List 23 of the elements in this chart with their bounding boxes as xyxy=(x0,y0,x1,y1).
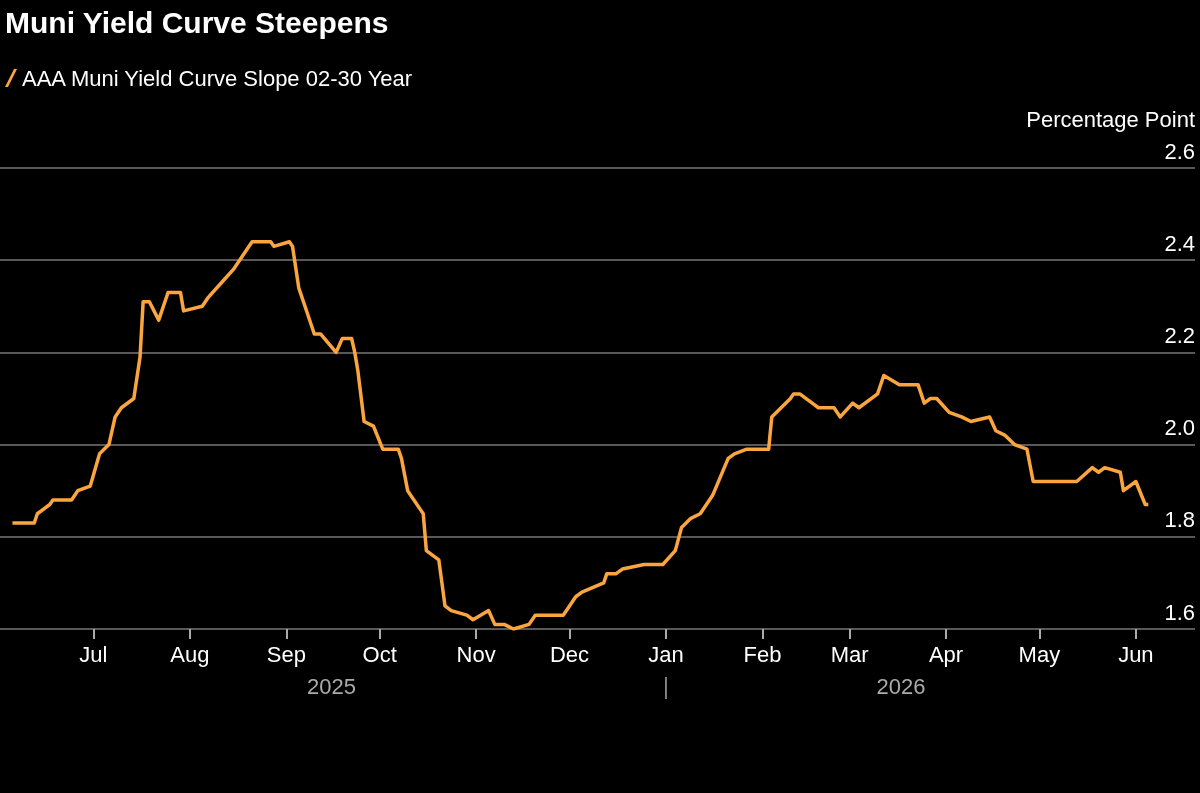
x-tick-label: Apr xyxy=(928,641,964,667)
y-tick-label: 1.6 xyxy=(1164,599,1195,625)
x-tick-label: Dec xyxy=(549,641,590,667)
y-tick-label: 2.2 xyxy=(1164,322,1195,348)
text: 2026 xyxy=(876,673,926,699)
x-tick-label: Jun xyxy=(1118,641,1154,667)
x-tick-label: Jul xyxy=(79,641,108,667)
chart-title: Muni Yield Curve Steepens xyxy=(5,5,389,39)
y-tick-label: 2.6 xyxy=(1164,138,1195,164)
x-tick-label: Nov xyxy=(456,641,496,667)
y-tick-label: 2.0 xyxy=(1164,415,1195,441)
x-tick-label: Oct xyxy=(362,641,397,667)
y-tick-label: 2.4 xyxy=(1164,230,1195,256)
x-tick-label: Sep xyxy=(266,641,306,667)
x-tick-label: Jan xyxy=(648,641,684,667)
x-tick-label: Aug xyxy=(170,641,210,667)
x-tick-label: Mar xyxy=(830,641,869,667)
y-axis-title: Percentage Point xyxy=(1026,106,1195,132)
y-tick-label: 1.8 xyxy=(1164,507,1195,533)
x-tick-label: Feb xyxy=(743,641,782,667)
legend-label: AAA Muni Yield Curve Slope 02-30 Year xyxy=(22,65,413,91)
x-tick-label: May xyxy=(1018,641,1061,667)
text: 2025 xyxy=(306,673,356,699)
